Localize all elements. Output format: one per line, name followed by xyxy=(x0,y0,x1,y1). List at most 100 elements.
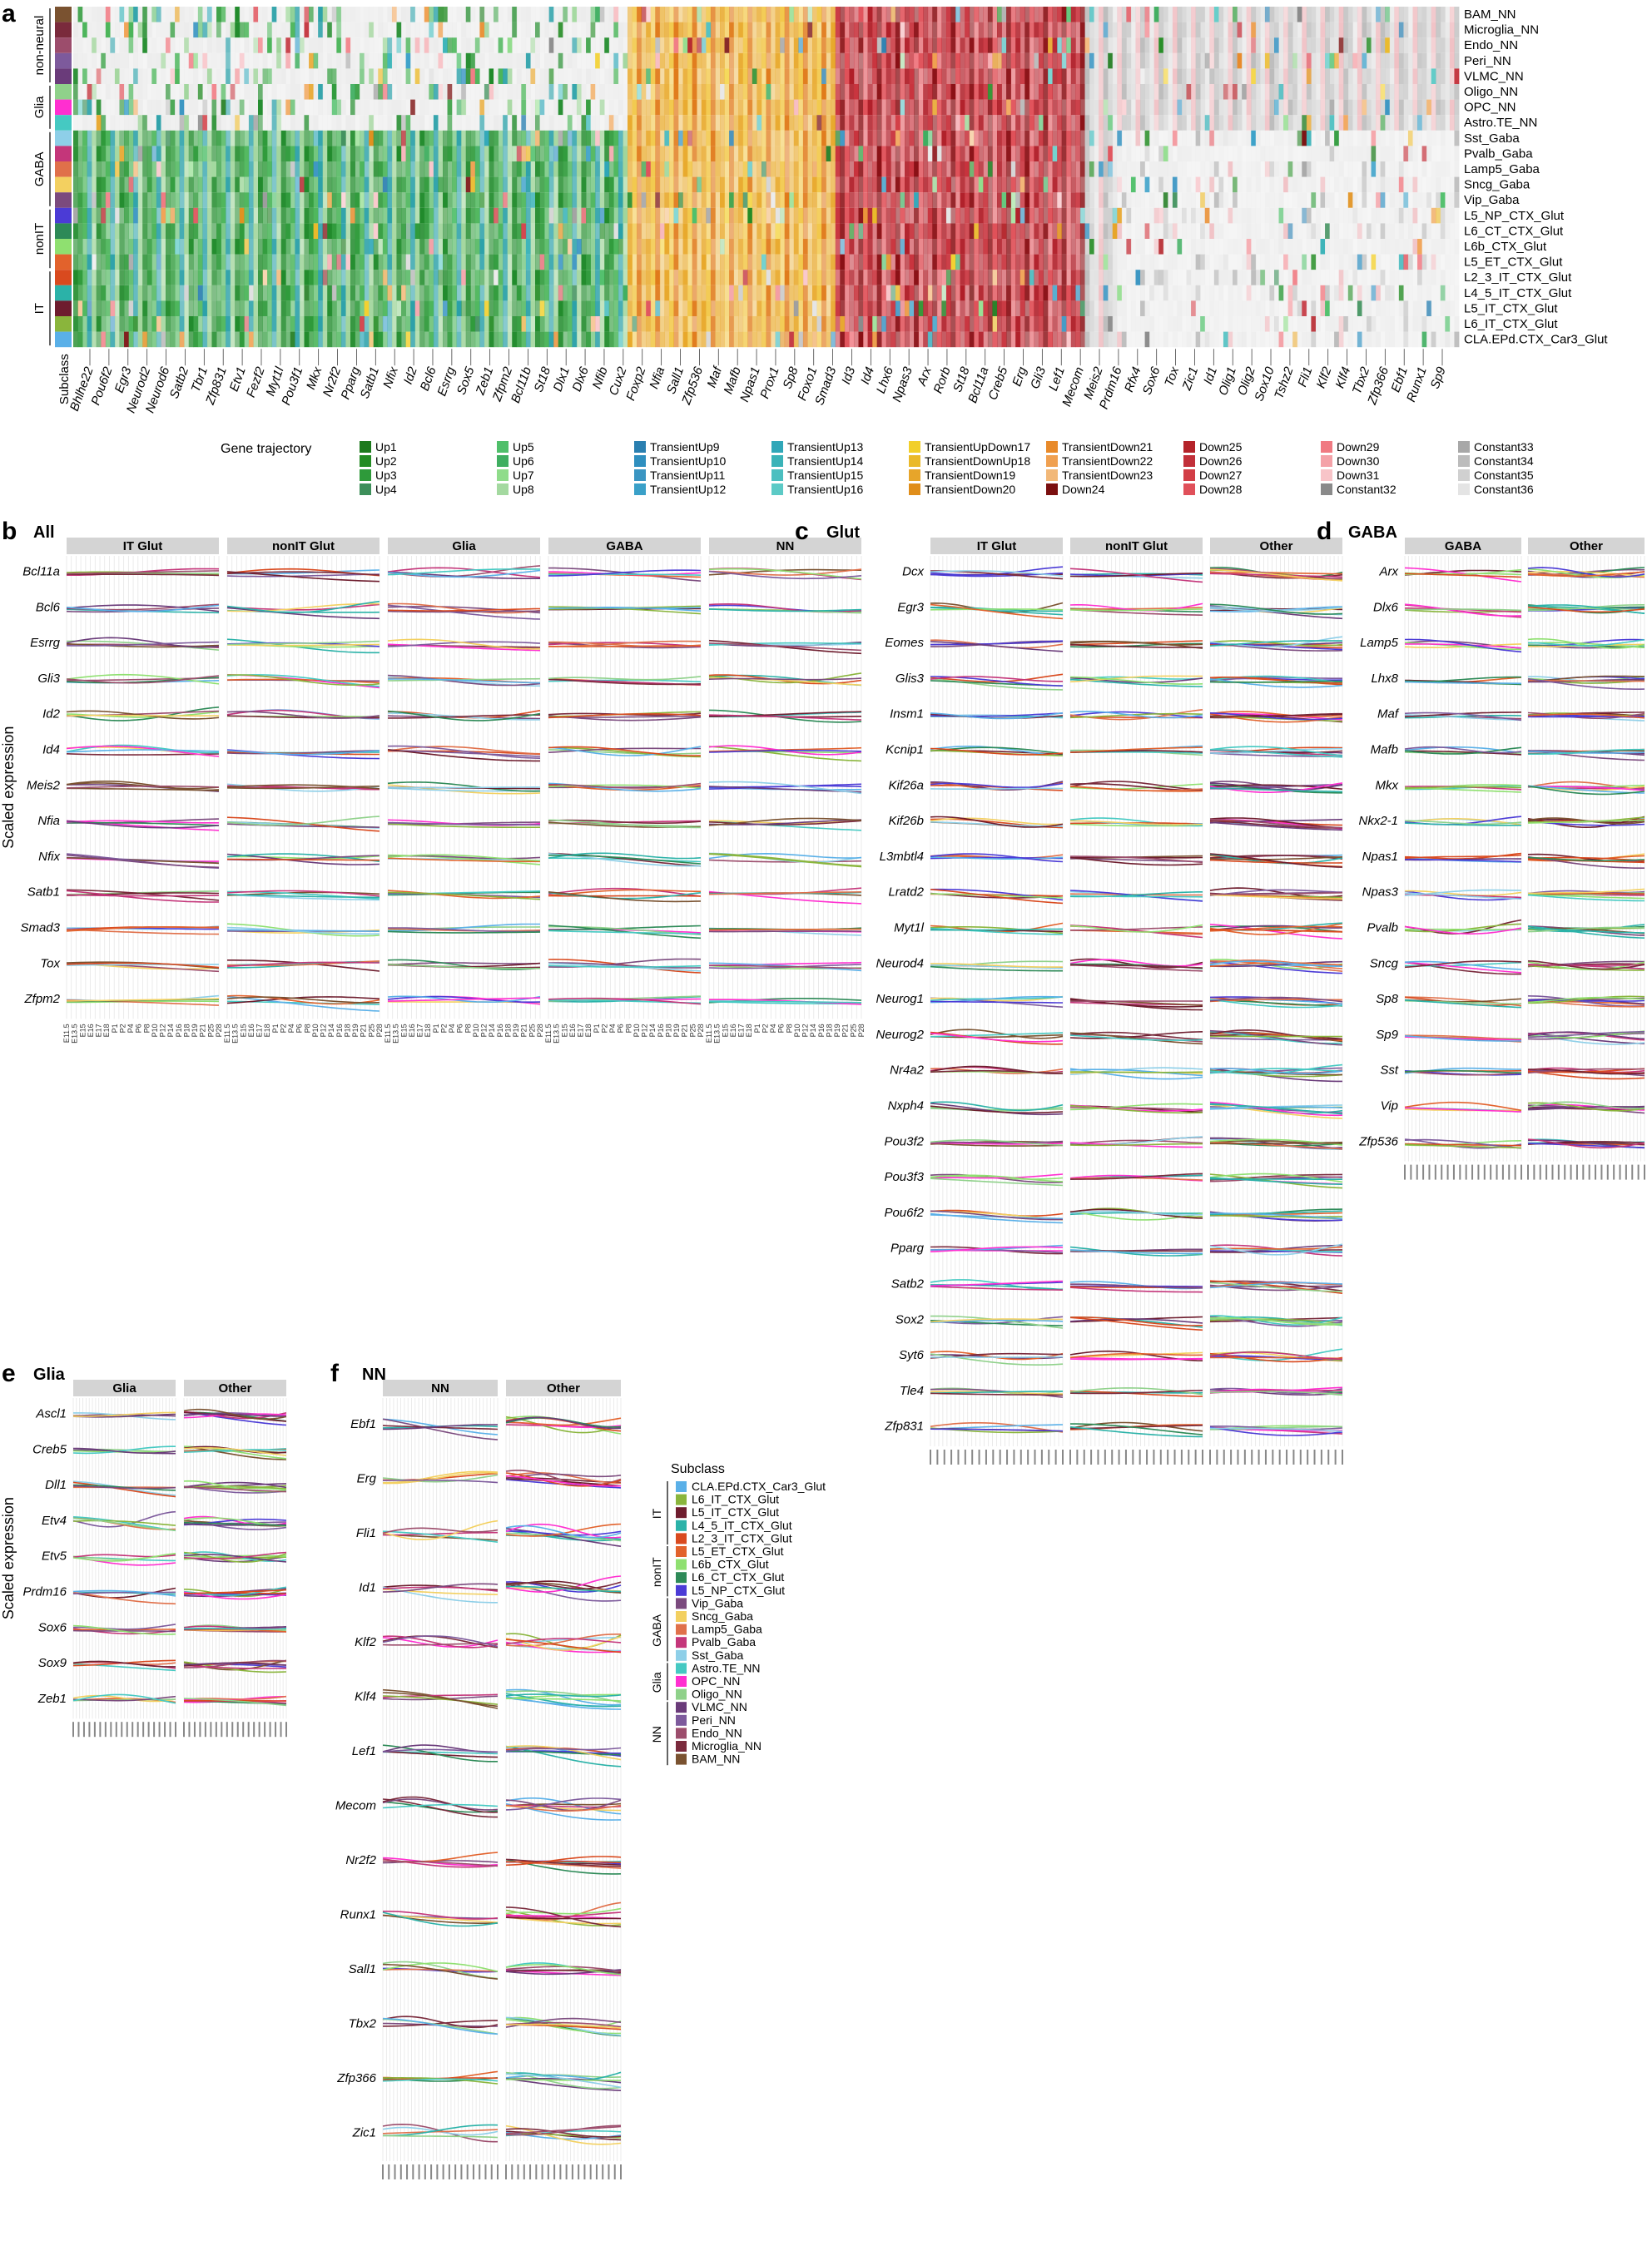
heatmap-cell xyxy=(525,161,531,177)
heatmap-cell xyxy=(752,331,757,348)
heatmap-cell xyxy=(465,7,471,22)
heatmap-cell xyxy=(992,146,998,161)
heatmap-cell xyxy=(668,285,674,301)
heatmap-cell xyxy=(608,192,614,208)
heatmap-cell xyxy=(470,99,476,116)
heatmap-cell xyxy=(576,68,582,84)
heatmap-cell xyxy=(465,115,471,131)
heatmap-cell xyxy=(96,285,102,301)
heatmap-cell xyxy=(419,331,425,348)
heatmap-cell xyxy=(918,99,924,116)
heatmap-cell xyxy=(720,207,725,224)
heatmap-cell xyxy=(1052,99,1058,116)
heatmap-cell xyxy=(835,99,841,116)
heatmap-cell xyxy=(673,84,679,100)
heatmap-cell xyxy=(682,300,688,316)
heatmap-cell xyxy=(443,99,448,116)
heatmap-cell xyxy=(1079,37,1085,53)
heatmap-cell xyxy=(331,52,337,69)
heatmap-cell xyxy=(918,161,924,177)
heatmap-cell xyxy=(197,99,203,116)
heatmap-cell xyxy=(197,300,203,316)
heatmap-cell xyxy=(1079,130,1085,146)
heatmap-cell xyxy=(983,52,989,69)
heatmap-cell xyxy=(77,285,83,301)
heatmap-cell xyxy=(682,115,688,131)
heatmap-cell xyxy=(137,192,143,208)
heatmap-cell xyxy=(73,300,78,316)
heatmap-cell xyxy=(1052,207,1058,224)
heatmap-cell xyxy=(470,37,476,53)
heatmap-cell xyxy=(826,207,831,224)
heatmap-cell xyxy=(516,316,522,332)
heatmap-cell xyxy=(558,176,563,193)
heatmap-cell xyxy=(405,254,411,270)
heatmap-cell xyxy=(567,176,573,193)
heatmap-cell xyxy=(802,146,808,161)
heatmap-cell xyxy=(239,130,245,146)
heatmap-cell xyxy=(77,161,83,177)
heatmap-cell xyxy=(757,68,762,84)
heatmap-cell xyxy=(863,146,868,161)
heatmap-cell xyxy=(1108,161,1114,177)
heatmap-cell xyxy=(221,270,226,285)
heatmap-cell xyxy=(92,207,97,224)
heatmap-cell xyxy=(82,115,88,131)
heatmap-cell xyxy=(747,161,753,177)
heatmap-cell xyxy=(757,146,762,161)
heatmap-cell xyxy=(807,115,813,131)
heatmap-cell xyxy=(373,207,379,224)
heatmap-cell xyxy=(613,146,619,161)
heatmap-cell xyxy=(567,300,573,316)
heatmap-cell xyxy=(701,146,707,161)
heatmap-cell xyxy=(798,7,804,22)
heatmap-cell xyxy=(206,146,212,161)
heatmap-cell xyxy=(835,52,841,69)
heatmap-cell xyxy=(429,285,434,301)
heatmap-cell xyxy=(1070,207,1076,224)
heatmap-cell xyxy=(831,68,836,84)
heatmap-cell xyxy=(295,207,300,224)
heatmap-cell xyxy=(401,331,406,348)
heatmap-cell xyxy=(678,130,683,146)
heatmap-cell xyxy=(202,331,208,348)
heatmap-cell xyxy=(1010,84,1016,100)
heatmap-cell xyxy=(378,192,384,208)
heatmap-cell xyxy=(110,99,116,116)
heatmap-cell xyxy=(498,7,504,22)
heatmap-cell xyxy=(659,331,665,348)
heatmap-cell xyxy=(345,161,351,177)
heatmap-cell xyxy=(221,22,226,38)
heatmap-cell xyxy=(101,239,107,255)
heatmap-cell xyxy=(909,239,915,255)
heatmap-cell xyxy=(382,115,388,131)
heatmap-cell xyxy=(960,176,965,193)
heatmap-cell xyxy=(659,161,665,177)
heatmap-cell xyxy=(253,37,259,53)
heatmap-cell xyxy=(443,115,448,131)
heatmap-cell xyxy=(360,115,365,131)
heatmap-cell xyxy=(382,161,388,177)
heatmap-cell xyxy=(646,52,652,69)
heatmap-cell xyxy=(1070,115,1076,131)
heatmap-cell xyxy=(424,7,429,22)
heatmap-cell xyxy=(853,37,859,53)
heatmap-cell xyxy=(73,22,78,38)
heatmap-cell xyxy=(715,161,721,177)
heatmap-cell xyxy=(1001,300,1007,316)
heatmap-cell xyxy=(766,285,771,301)
heatmap-cell xyxy=(235,207,241,224)
heatmap-cell xyxy=(692,37,697,53)
heatmap-cell xyxy=(613,192,619,208)
heatmap-cell xyxy=(474,192,480,208)
heatmap-cell xyxy=(1089,22,1094,38)
heatmap-cell xyxy=(110,239,116,255)
heatmap-cell xyxy=(1070,316,1076,332)
heatmap-cell xyxy=(831,316,836,332)
heatmap-cell xyxy=(738,130,744,146)
heatmap-cell xyxy=(701,22,707,38)
heatmap-cell xyxy=(927,331,933,348)
heatmap-cell xyxy=(391,207,397,224)
heatmap-cell xyxy=(1084,223,1090,239)
heatmap-cell xyxy=(175,99,181,116)
